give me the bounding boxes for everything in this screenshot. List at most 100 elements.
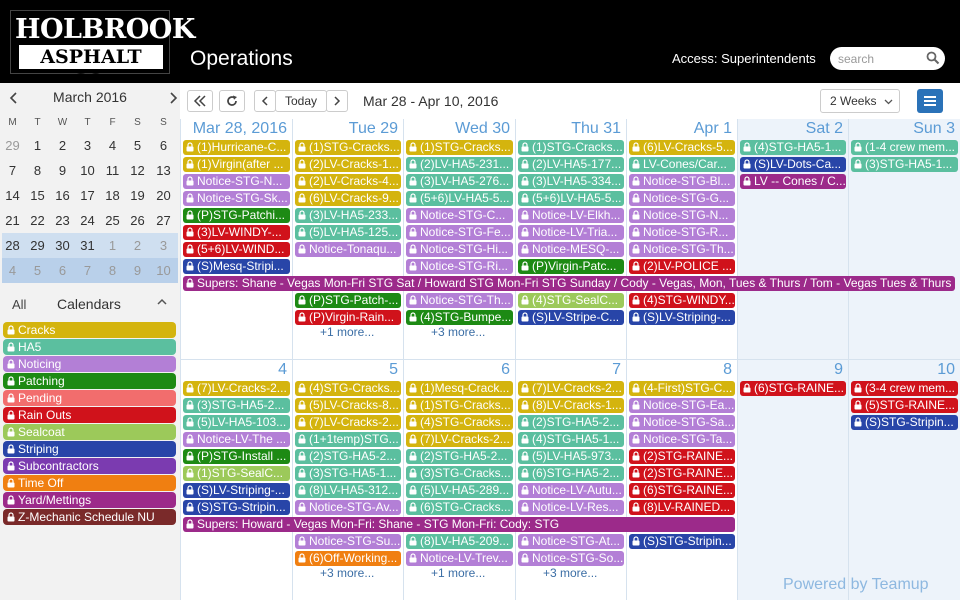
mini-day[interactable]: 6 <box>159 138 168 153</box>
calendar-item[interactable]: Sealcoat <box>3 424 176 440</box>
today-button[interactable]: Today <box>275 90 327 112</box>
mini-day[interactable]: 6 <box>58 263 67 278</box>
event[interactable]: (3-4 crew mem... <box>851 381 958 396</box>
mini-day[interactable]: 8 <box>108 263 117 278</box>
mini-day[interactable]: 9 <box>133 263 142 278</box>
mini-day[interactable]: 5 <box>33 263 42 278</box>
day-number[interactable]: 8 <box>723 361 732 378</box>
more-link[interactable]: +3 more... <box>320 566 375 580</box>
mini-day[interactable]: 20 <box>156 188 171 203</box>
mini-day[interactable]: 1 <box>108 238 117 253</box>
event[interactable]: Notice-STG-N... <box>629 208 735 223</box>
event[interactable]: Notice-STG-Ta... <box>629 432 735 447</box>
event[interactable]: (6)Off-Working... <box>295 551 401 566</box>
mini-day[interactable]: 7 <box>83 263 92 278</box>
event[interactable]: Notice-STG-Th... <box>406 293 513 308</box>
event[interactable]: (1)STG-Cracks... <box>406 140 513 155</box>
day-number[interactable]: 7 <box>612 361 621 378</box>
mini-day[interactable]: 26 <box>130 213 145 228</box>
event[interactable]: (3)LV-WINDY-... <box>183 225 290 240</box>
event[interactable]: (5)LV-HA5-973... <box>518 449 624 464</box>
event[interactable]: (1)STG-Cracks... <box>518 140 624 155</box>
event[interactable]: (6)LV-Cracks-9... <box>295 191 401 206</box>
menu-button[interactable] <box>917 89 943 113</box>
event[interactable]: (2)LV-POLICE ... <box>629 259 735 274</box>
event[interactable]: (S)STG-Stripin... <box>851 415 958 430</box>
event[interactable]: (P)STG-Patchi... <box>183 208 290 223</box>
mini-day[interactable]: 22 <box>30 213 45 228</box>
mini-day[interactable]: 2 <box>133 238 142 253</box>
day-number[interactable]: Sun 3 <box>913 120 955 137</box>
event[interactable]: (S)STG-Stripin... <box>183 500 290 515</box>
event[interactable]: (3)STG-HA5-2... <box>183 398 290 413</box>
event[interactable]: (5)STG-RAINE... <box>851 398 958 413</box>
day-number[interactable]: Mar 28, 2016 <box>192 120 287 137</box>
event[interactable]: Notice-STG-At... <box>518 534 624 549</box>
mini-day[interactable]: 27 <box>156 213 171 228</box>
event[interactable]: Notice-LV-Elkh... <box>518 208 624 223</box>
event[interactable]: Notice-LV-Trev... <box>406 551 513 566</box>
event[interactable]: (S)LV-Striping-... <box>183 483 290 498</box>
day-number[interactable]: Thu 31 <box>571 120 621 137</box>
event[interactable]: (2)STG-HA5-2... <box>518 415 624 430</box>
event[interactable]: Notice-STG-C... <box>406 208 513 223</box>
event[interactable]: (8)LV-RAINED... <box>629 500 735 515</box>
event[interactable]: (4)STG-HA5-1... <box>740 140 846 155</box>
event[interactable]: (3)LV-HA5-334... <box>518 174 624 189</box>
prev-period-button[interactable] <box>254 90 276 112</box>
event[interactable]: (7)LV-Cracks-2... <box>518 381 624 396</box>
mini-day[interactable]: 2 <box>58 138 67 153</box>
calendar-item[interactable]: HA5 <box>3 339 176 355</box>
event[interactable]: (2)STG-RAINE... <box>629 449 735 464</box>
event[interactable]: Notice-STG-Bl... <box>629 174 735 189</box>
event[interactable]: (5+6)LV-HA5-5... <box>518 191 624 206</box>
event[interactable]: (3)STG-HA5-1... <box>851 157 958 172</box>
day-number[interactable]: 6 <box>501 361 510 378</box>
mini-day[interactable]: 10 <box>156 263 171 278</box>
event[interactable]: (5+6)LV-WIND... <box>183 242 290 257</box>
mini-day[interactable]: 14 <box>5 188 20 203</box>
mini-day[interactable]: 7 <box>8 163 17 178</box>
day-number[interactable]: Sat 2 <box>805 120 843 137</box>
mini-day[interactable]: 11 <box>105 163 120 178</box>
calendar-item[interactable]: Pending <box>3 390 176 406</box>
event[interactable]: (3)LV-HA5-233... <box>295 208 401 223</box>
event[interactable]: (4)STG-Cracks... <box>295 381 401 396</box>
mini-day[interactable]: 31 <box>80 238 95 253</box>
search-icon[interactable] <box>926 51 940 65</box>
event[interactable]: (2)LV-HA5-231... <box>406 157 513 172</box>
event[interactable]: Notice-LV-Tria... <box>518 225 624 240</box>
event[interactable]: LV -- Cones / C... <box>740 174 846 189</box>
event[interactable]: Notice-LV-Res... <box>518 500 624 515</box>
event[interactable]: (4-First)STG-C... <box>629 381 735 396</box>
event[interactable]: (3)STG-Cracks... <box>406 466 513 481</box>
event[interactable]: (6)STG-RAINE... <box>629 483 735 498</box>
more-link[interactable]: +1 more... <box>320 325 375 339</box>
event[interactable]: Notice-STG-Fe... <box>406 225 513 240</box>
mini-day[interactable]: 17 <box>80 188 95 203</box>
chevron-up-icon[interactable] <box>156 296 168 308</box>
event[interactable]: Notice-MESQ-... <box>518 242 624 257</box>
mini-day[interactable]: 5 <box>133 138 142 153</box>
chevron-right-icon[interactable] <box>166 88 180 108</box>
mini-day[interactable]: 12 <box>130 163 145 178</box>
event[interactable]: (5)LV-Cracks-8... <box>295 398 401 413</box>
event[interactable]: (1)Hurricane-C... <box>183 140 290 155</box>
event[interactable]: (P)Virgin-Rain... <box>295 310 401 325</box>
mini-day[interactable]: 29 <box>30 238 45 253</box>
event[interactable]: (S)Mesq-Stripi... <box>183 259 290 274</box>
event[interactable]: (5)LV-HA5-289... <box>406 483 513 498</box>
event[interactable]: LV-Cones/Car... <box>629 157 735 172</box>
event[interactable]: (2)LV-HA5-177... <box>518 157 624 172</box>
more-link[interactable]: +1 more... <box>431 566 486 580</box>
event[interactable]: (6)STG-Cracks... <box>406 500 513 515</box>
mini-day[interactable]: 4 <box>8 263 17 278</box>
event[interactable]: (6)STG-HA5-2... <box>518 466 624 481</box>
event[interactable]: (2)STG-RAINE... <box>629 466 735 481</box>
search-input[interactable] <box>830 47 945 70</box>
calendar-item[interactable]: Cracks <box>3 322 176 338</box>
event[interactable]: (4)STG-SealC... <box>518 293 624 308</box>
event[interactable]: (7)LV-Cracks-2... <box>295 415 401 430</box>
calendar-item[interactable]: Rain Outs <box>3 407 176 423</box>
company-logo[interactable]: HOLBROOK ASPHALT CO. <box>10 10 195 92</box>
